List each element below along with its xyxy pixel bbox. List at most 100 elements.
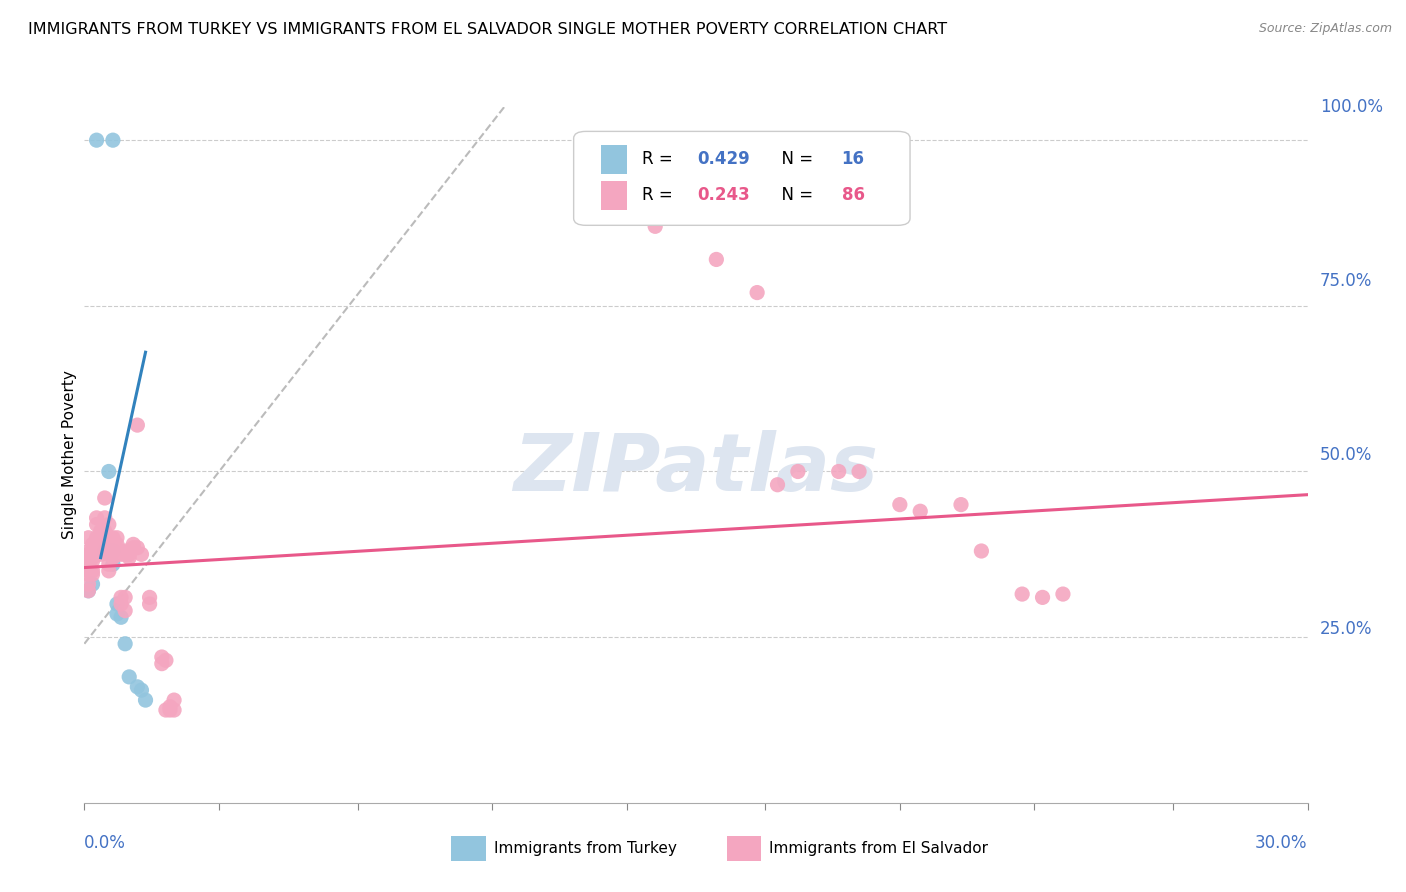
Point	[97, 547, 120, 561]
Point	[644, 219, 666, 234]
Point	[970, 544, 993, 558]
FancyBboxPatch shape	[451, 836, 485, 861]
Point	[110, 610, 132, 624]
Point	[86, 544, 108, 558]
Point	[93, 511, 115, 525]
Point	[105, 531, 128, 545]
Text: R =: R =	[643, 186, 678, 204]
Point	[105, 597, 128, 611]
Point	[163, 703, 186, 717]
Text: R =: R =	[643, 150, 678, 169]
Text: 50.0%: 50.0%	[1320, 446, 1372, 464]
Point	[127, 541, 149, 555]
Text: Source: ZipAtlas.com: Source: ZipAtlas.com	[1258, 22, 1392, 36]
Point	[97, 465, 120, 479]
Text: 0.243: 0.243	[697, 186, 749, 204]
Text: Immigrants from El Salvador: Immigrants from El Salvador	[769, 840, 988, 855]
FancyBboxPatch shape	[600, 181, 627, 210]
Text: 30.0%: 30.0%	[1256, 834, 1308, 852]
Point	[90, 524, 112, 538]
Text: 0.429: 0.429	[697, 150, 749, 169]
Point	[163, 693, 186, 707]
Point	[110, 547, 132, 561]
Point	[86, 133, 108, 147]
Text: 86: 86	[842, 186, 865, 204]
Point	[82, 567, 104, 582]
Point	[101, 537, 124, 551]
Point	[131, 683, 153, 698]
Point	[150, 650, 173, 665]
Point	[127, 418, 149, 433]
Point	[105, 537, 128, 551]
Point	[77, 531, 100, 545]
Point	[77, 547, 100, 561]
Point	[155, 653, 177, 667]
Point	[114, 547, 136, 561]
Point	[86, 511, 108, 525]
Point	[93, 524, 115, 538]
Point	[1032, 591, 1054, 605]
Text: 100.0%: 100.0%	[1320, 98, 1384, 116]
Point	[135, 693, 157, 707]
Point	[155, 703, 177, 717]
Point	[950, 498, 973, 512]
Point	[82, 564, 104, 578]
Point	[159, 703, 181, 717]
Point	[118, 670, 141, 684]
Point	[77, 550, 100, 565]
Text: 25.0%: 25.0%	[1320, 620, 1372, 638]
Point	[114, 544, 136, 558]
Point	[848, 465, 870, 479]
Point	[908, 504, 931, 518]
Point	[86, 531, 108, 545]
Point	[704, 252, 728, 267]
Point	[77, 567, 100, 582]
Text: N =: N =	[770, 150, 818, 169]
FancyBboxPatch shape	[727, 836, 761, 861]
Point	[93, 544, 115, 558]
Point	[90, 531, 112, 545]
Point	[122, 537, 145, 551]
Point	[101, 558, 124, 572]
Point	[90, 544, 112, 558]
Point	[766, 477, 789, 491]
Point	[90, 541, 112, 555]
Text: 75.0%: 75.0%	[1320, 272, 1372, 290]
Point	[86, 547, 108, 561]
Point	[827, 465, 849, 479]
Point	[93, 537, 115, 551]
Point	[114, 604, 136, 618]
Text: 16: 16	[842, 150, 865, 169]
Point	[97, 558, 120, 572]
Point	[97, 537, 120, 551]
Point	[101, 531, 124, 545]
Point	[138, 591, 160, 605]
Point	[97, 517, 120, 532]
Point	[97, 564, 120, 578]
Point	[787, 465, 810, 479]
Point	[114, 637, 136, 651]
Point	[97, 531, 120, 545]
Point	[97, 541, 120, 555]
Text: 0.0%: 0.0%	[84, 834, 127, 852]
Point	[889, 498, 911, 512]
Point	[101, 544, 124, 558]
Point	[86, 517, 108, 532]
Point	[110, 544, 132, 558]
Point	[1011, 587, 1033, 601]
Point	[90, 547, 112, 561]
Point	[77, 558, 100, 572]
Point	[105, 544, 128, 558]
Point	[138, 597, 160, 611]
Point	[77, 583, 100, 598]
Point	[82, 544, 104, 558]
FancyBboxPatch shape	[574, 131, 910, 226]
Point	[101, 133, 124, 147]
Point	[86, 537, 108, 551]
Point	[105, 607, 128, 621]
FancyBboxPatch shape	[600, 145, 627, 174]
Point	[131, 547, 153, 561]
Point	[93, 544, 115, 558]
Point	[90, 537, 112, 551]
Point	[127, 680, 149, 694]
